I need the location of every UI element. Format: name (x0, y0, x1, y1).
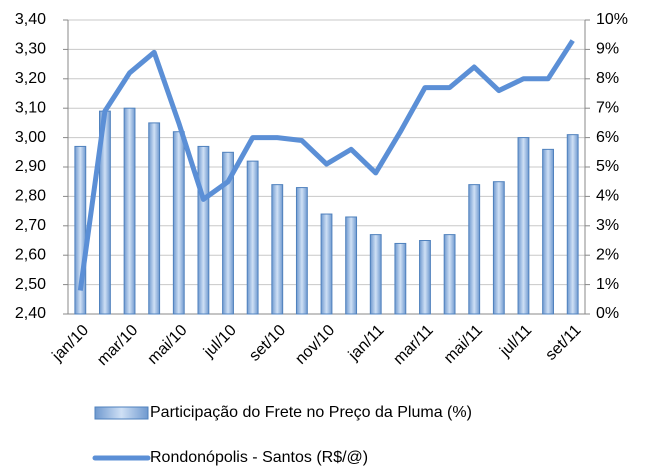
bar (443, 234, 456, 315)
y-tick-label: 2,90 (15, 158, 46, 175)
y2-tick-label: 6% (596, 129, 619, 146)
bar (222, 151, 234, 315)
bar (492, 181, 505, 315)
y-tick-label: 2,60 (15, 246, 46, 263)
y-tick-label: 2,50 (15, 276, 46, 293)
y2-tick-label: 4% (596, 188, 619, 205)
y-tick-label: 2,80 (15, 188, 46, 205)
y2-tick-label: 5% (596, 158, 619, 175)
bar (394, 242, 407, 315)
x-tick-label: jul/11 (496, 322, 535, 361)
bar (148, 122, 161, 315)
bar (246, 160, 259, 315)
legend-label: Rondonópolis - Santos (R$/@) (150, 449, 368, 466)
bar (517, 137, 530, 315)
y2-tick-label: 3% (596, 217, 619, 234)
y2-tick-label: 7% (596, 99, 619, 116)
y2-tick-label: 1% (596, 276, 619, 293)
y-tick-label: 3,20 (15, 70, 46, 87)
x-tick-label: mar/11 (390, 322, 436, 368)
bar (74, 145, 87, 315)
bar (369, 234, 382, 315)
y2-tick-label: 2% (596, 246, 619, 263)
x-tick-label: nov/10 (292, 322, 338, 368)
bar (172, 131, 185, 315)
y-tick-label: 3,40 (15, 11, 46, 28)
bar (197, 145, 210, 315)
x-tick-label: set/10 (246, 322, 289, 365)
bar (419, 240, 431, 315)
y-tick-label: 2,70 (15, 217, 46, 234)
y2-tick-label: 0% (596, 305, 619, 322)
bar (542, 148, 554, 315)
legend-label: Participação do Frete no Preço da Pluma … (150, 404, 472, 421)
y-tick-label: 3,10 (15, 99, 46, 116)
x-tick-label: jul/10 (200, 322, 240, 362)
bar (295, 187, 308, 315)
legend-swatch (94, 406, 149, 420)
y2-tick-label: 9% (596, 41, 619, 58)
y-tick-label: 3,30 (15, 41, 46, 58)
x-tick-label: mai/10 (145, 322, 191, 368)
x-tick-label: mai/11 (441, 322, 486, 367)
bar (345, 216, 358, 315)
bar (468, 184, 481, 315)
x-tick-label: jan/10 (49, 322, 93, 366)
y-tick-label: 3,00 (15, 129, 46, 146)
y2-tick-label: 10% (596, 11, 628, 28)
bar (271, 184, 284, 315)
y-tick-label: 2,40 (15, 305, 46, 322)
bar (566, 134, 579, 315)
y2-tick-label: 8% (596, 70, 619, 87)
line (77, 39, 575, 291)
bar (320, 213, 333, 315)
x-tick-label: mar/10 (94, 322, 141, 369)
bar (123, 107, 136, 315)
x-tick-label: jan/11 (345, 322, 388, 365)
x-tick-label: set/11 (542, 322, 584, 364)
